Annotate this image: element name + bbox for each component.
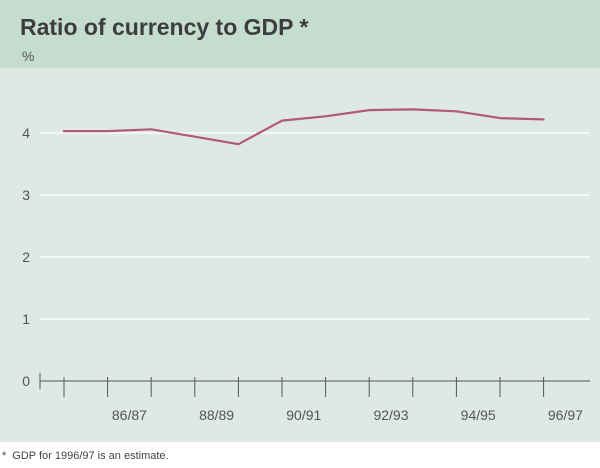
y-tick-labels: 0 1 2 3 4: [22, 125, 30, 389]
y-tick-label-3: 3: [22, 187, 30, 203]
title-band: [0, 0, 600, 68]
y-tick-label-2: 2: [22, 249, 30, 265]
footnote-mark: *: [2, 450, 7, 462]
chart-panel: Ratio of currency to GDP * % 0 1 2 3 4 86/87…: [0, 0, 600, 442]
series-line-0: [62, 108, 545, 146]
y-tick-label-4: 4: [22, 125, 30, 141]
footnote: * GDP for 1996/97 is an estimate.: [2, 450, 169, 462]
x-tick-labels: 86/87 88/89 90/91 92/93 94/95 96/97: [112, 407, 583, 423]
x-tick-label-3: 92/93: [373, 407, 408, 423]
y-axis-unit-label: %: [22, 48, 35, 64]
line-chart: 0 1 2 3 4 86/87 88/89 90/91 92/93 94/95 96/97: [22, 108, 590, 423]
y-tick-label-0: 0: [22, 373, 30, 389]
x-tick-label-1: 88/89: [199, 407, 234, 423]
gridlines: [40, 132, 590, 320]
series-layer: [62, 108, 545, 146]
x-axis: [39, 373, 590, 397]
y-tick-label-1: 1: [22, 311, 30, 327]
x-tick-label-5: 96/97: [548, 407, 583, 423]
footnote-text: GDP for 1996/97 is an estimate.: [12, 450, 169, 462]
x-tick-label-4: 94/95: [461, 407, 496, 423]
x-tick-label-0: 86/87: [112, 407, 147, 423]
x-tick-label-2: 90/91: [286, 407, 321, 423]
chart-title: Ratio of currency to GDP *: [20, 14, 309, 40]
